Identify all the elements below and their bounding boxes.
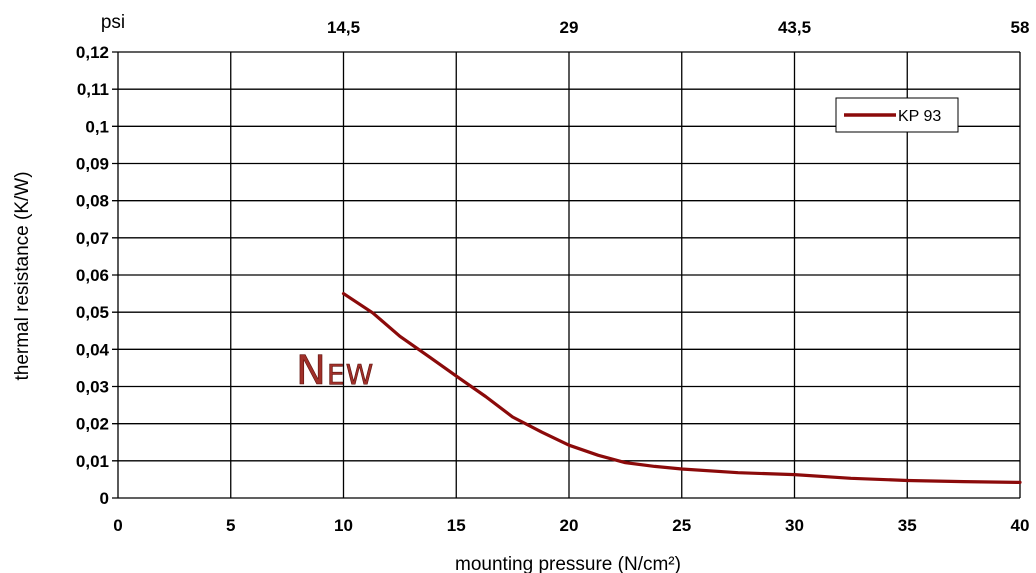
- x-tick-label: 5: [226, 516, 235, 535]
- y-tick-label: 0,01: [76, 452, 109, 471]
- x-tick-label: 30: [785, 516, 804, 535]
- psi-tick-labels: 14,5 29 43,5 58: [327, 18, 1030, 37]
- y-axis-title: thermal resistance (K/W): [12, 171, 33, 380]
- y-tick-label: 0,08: [76, 192, 109, 211]
- y-tick-label: 0: [100, 489, 109, 508]
- legend-label: KP 93: [898, 108, 941, 125]
- y-tick-labels: 0 0,01 0,02 0,03 0,04 0,05 0,06 0,07 0,08 0,09 0,1…: [76, 43, 110, 508]
- legend: KP 93: [835, 97, 959, 133]
- y-tick-label: 0,02: [76, 415, 109, 434]
- y-tick-label: 0,05: [76, 303, 109, 322]
- y-tick-label: 0,04: [76, 340, 110, 359]
- x-tick-label: 25: [672, 516, 691, 535]
- x-tick-label: 20: [560, 516, 579, 535]
- grid-lines: [112, 51, 1021, 499]
- x-tick-label: 10: [334, 516, 353, 535]
- y-tick-label: 0,07: [76, 229, 109, 248]
- series-line: [341, 292, 1022, 484]
- psi-tick-label: 43,5: [778, 18, 811, 37]
- psi-tick-label: 29: [560, 18, 579, 37]
- x-tick-label: 0: [113, 516, 122, 535]
- y-tick-label: 0,09: [76, 155, 109, 174]
- x-tick-label: 35: [898, 516, 917, 535]
- x-tick-labels: 0 5 10 15 20 25 30 35 40: [113, 516, 1029, 535]
- x-tick-label: 40: [1011, 516, 1030, 535]
- y-tick-label: 0,12: [76, 43, 109, 62]
- y-tick-label: 0,1: [85, 117, 109, 136]
- x-tick-label: 15: [447, 516, 466, 535]
- y-tick-label: 0,03: [76, 378, 109, 397]
- psi-tick-label: 14,5: [327, 18, 360, 37]
- y-tick-label: 0,06: [76, 266, 109, 285]
- series-group: [341, 292, 1022, 484]
- y-tick-label: 0,11: [77, 80, 109, 99]
- new-annotation: New: [296, 348, 374, 394]
- psi-axis-unit: psi: [101, 12, 125, 33]
- psi-tick-label: 58: [1011, 18, 1030, 37]
- x-axis-title: mounting pressure (N/cm²): [455, 554, 681, 573]
